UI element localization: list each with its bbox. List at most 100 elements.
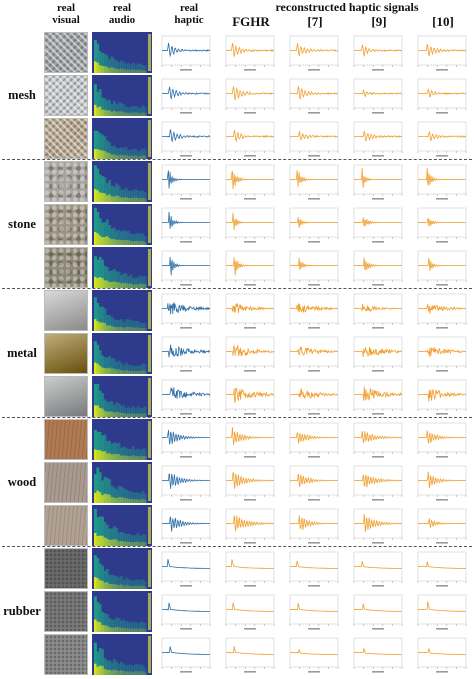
haptic-waveform-line — [225, 559, 275, 569]
spectrogram-band — [117, 663, 121, 675]
spectrogram-band — [129, 580, 133, 589]
spectrogram-hot-band — [122, 627, 126, 632]
plot-x-caption-mark — [180, 284, 192, 286]
haptic-waveform-line — [417, 167, 467, 186]
haptic-waveform-line — [289, 216, 338, 229]
spectrogram-band — [117, 320, 121, 331]
haptic-waveform-line — [289, 432, 339, 444]
spectrogram-hot-band — [141, 70, 145, 73]
spectrogram-band — [131, 580, 135, 589]
spectrogram-hot-band — [134, 542, 138, 546]
haptic-waveform-line — [354, 431, 403, 444]
haptic-waveform-line — [226, 170, 274, 190]
recon-ref9-rubber-1 — [348, 548, 408, 589]
spectrogram-hot-band — [101, 322, 104, 331]
plot-x-caption-mark — [244, 155, 256, 157]
spectrogram-band — [143, 148, 147, 159]
spectrogram-hot-band — [108, 153, 112, 159]
recon-fghr-metal-1-svg — [225, 293, 275, 329]
header-real-audio: real audio — [92, 2, 152, 26]
spectrogram-hot-band — [103, 582, 107, 589]
recon-ref10-stone-3 — [412, 247, 472, 288]
recon-ref9-rubber-2-svg — [353, 594, 403, 630]
spectrogram-band — [115, 183, 119, 202]
spectrogram-hot-band — [110, 239, 114, 245]
plot-x-caption-mark — [308, 499, 320, 501]
spectrogram-hot-band — [138, 542, 142, 546]
spectrogram-band — [105, 613, 109, 632]
spectrogram-band — [127, 364, 130, 374]
spectrogram-band — [98, 256, 102, 288]
recon-fghr-metal-3-svg — [225, 379, 275, 415]
spectrogram-band — [122, 189, 126, 202]
haptic-waveform-line — [289, 43, 339, 57]
spectrogram-band — [103, 53, 107, 73]
recon-ref9-rubber-3-svg — [353, 637, 403, 673]
spectrogram-band — [117, 486, 121, 503]
real-haptic-rubber-3 — [156, 634, 216, 675]
spectrogram-hot-band — [101, 451, 104, 460]
spectrogram-hot-band — [112, 497, 116, 503]
haptic-waveform-line — [353, 167, 403, 188]
plot-x-caption-mark — [244, 370, 256, 372]
visual-wood-1 — [44, 419, 88, 460]
spectrogram-colorbar — [148, 421, 151, 458]
spectrogram-band — [103, 136, 107, 159]
spectrogram-hot-band — [131, 586, 135, 589]
spectrogram-hot-band — [115, 195, 119, 202]
haptic-waveform-line — [417, 601, 467, 612]
plot-x-caption-mark — [308, 413, 320, 415]
spectrogram-band — [117, 185, 121, 202]
spectrogram-band — [134, 408, 138, 417]
spectrogram-band — [98, 89, 102, 116]
spectrogram-hot-band — [129, 240, 133, 245]
spectrogram-band — [103, 521, 107, 546]
spectrogram-band — [134, 366, 138, 374]
spectrogram-hot-band — [94, 231, 97, 245]
method-header-ref9: [9] — [371, 14, 387, 29]
recon-fghr-wood-3 — [220, 505, 280, 546]
spectrogram-band — [127, 276, 130, 288]
spectrogram-hot-band — [143, 283, 147, 288]
spectrogram-hot-band — [127, 326, 130, 331]
spectrogram-hot-band — [122, 239, 126, 245]
spectrogram-hot-band — [120, 670, 123, 675]
spectrogram-hot-band — [96, 621, 100, 632]
spectrogram-band — [112, 269, 116, 288]
spectrogram-band — [141, 408, 145, 417]
spectrogram-band — [136, 492, 140, 503]
recon-ref7-mesh-3 — [284, 118, 344, 159]
recon-ref10-metal-1 — [412, 290, 472, 331]
spectrogram-hot-band — [129, 69, 133, 73]
haptic-waveform-line — [226, 515, 275, 532]
spectrogram-band — [108, 440, 112, 460]
spectrogram-band — [101, 97, 104, 116]
spectrogram-hot-band — [129, 498, 133, 503]
spectrogram-rubber-2 — [92, 591, 152, 632]
recon-ref9-wood-3 — [348, 505, 408, 546]
recon-ref7-wood-2 — [284, 462, 344, 503]
recon-ref9-metal-3-svg — [353, 379, 403, 415]
spectrogram-band — [101, 649, 104, 675]
spectrogram-band — [96, 467, 100, 503]
spectrogram-stone-2 — [92, 204, 152, 245]
recon-ref9-mesh-2-svg — [353, 78, 403, 114]
spectrogram-band — [101, 480, 104, 503]
header-real-visual: real visual — [44, 2, 88, 26]
spectrogram-hot-band — [124, 369, 128, 374]
haptic-waveform-line — [289, 130, 339, 141]
spectrogram-hot-band — [117, 196, 121, 202]
recon-ref7-metal-3-svg — [289, 379, 339, 415]
spectrogram-band — [103, 357, 107, 374]
spectrogram-band — [117, 271, 121, 288]
spectrogram-hot-band — [108, 539, 112, 546]
spectrogram-hot-band — [110, 154, 114, 159]
recon-ref10-metal-1-svg — [417, 293, 467, 329]
spectrogram-hot-band — [103, 237, 107, 245]
haptic-waveform-line — [417, 561, 467, 569]
spectrogram-band — [136, 623, 140, 632]
spectrogram-band — [136, 151, 140, 159]
recon-ref9-stone-1-svg — [353, 164, 403, 200]
spectrogram-band — [98, 174, 102, 202]
recon-ref9-mesh-2 — [348, 75, 408, 116]
